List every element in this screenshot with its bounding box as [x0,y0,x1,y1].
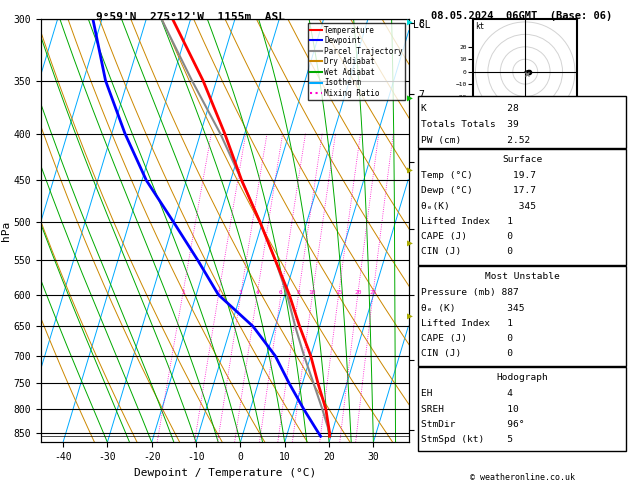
Legend: Temperature, Dewpoint, Parcel Trajectory, Dry Adiabat, Wet Adiabat, Isotherm, Mi: Temperature, Dewpoint, Parcel Trajectory… [308,23,405,100]
Text: EH             4: EH 4 [421,389,513,399]
Text: Hodograph: Hodograph [496,373,548,382]
Text: ▶: ▶ [407,311,413,321]
Text: Pressure (mb) 887: Pressure (mb) 887 [421,288,519,297]
Text: Most Unstable: Most Unstable [485,272,559,281]
Text: PW (cm)        2.52: PW (cm) 2.52 [421,136,531,145]
Text: CIN (J)        0: CIN (J) 0 [421,247,513,257]
Text: 10: 10 [309,290,316,295]
X-axis label: Dewpoint / Temperature (°C): Dewpoint / Temperature (°C) [134,468,316,478]
Text: K              28: K 28 [421,104,519,113]
Text: ▶: ▶ [407,165,413,175]
Text: Mixing Ratio (g/kg): Mixing Ratio (g/kg) [475,180,484,282]
Text: Lifted Index   1: Lifted Index 1 [421,319,513,328]
Text: 08.05.2024  06GMT  (Base: 06): 08.05.2024 06GMT (Base: 06) [431,11,613,21]
Text: © weatheronline.co.uk: © weatheronline.co.uk [470,473,574,482]
Text: StmDir         96°: StmDir 96° [421,420,525,429]
Text: Surface: Surface [502,155,542,164]
Text: θₑ (K)         345: θₑ (K) 345 [421,304,525,312]
Text: SREH           10: SREH 10 [421,405,519,414]
Y-axis label: hPa: hPa [1,221,11,241]
Text: LCL: LCL [413,20,431,31]
Text: kt: kt [476,22,485,31]
Text: CAPE (J)       0: CAPE (J) 0 [421,232,513,241]
Text: ▶: ▶ [407,92,413,102]
Text: 15: 15 [335,290,342,295]
Text: 6: 6 [279,290,283,295]
Text: StmSpd (kt)    5: StmSpd (kt) 5 [421,435,513,444]
Text: 3: 3 [239,290,243,295]
Text: 2: 2 [216,290,220,295]
Text: 4: 4 [255,290,259,295]
Text: Temp (°C)       19.7: Temp (°C) 19.7 [421,171,537,180]
Text: ▶: ▶ [407,17,413,27]
Text: 20: 20 [354,290,362,295]
Text: Lifted Index   1: Lifted Index 1 [421,217,513,226]
Text: CIN (J)        0: CIN (J) 0 [421,349,513,358]
Text: 8: 8 [297,290,301,295]
Text: 9°59'N  275°12'W  1155m  ASL: 9°59'N 275°12'W 1155m ASL [96,12,285,22]
Text: ▶: ▶ [407,238,413,248]
Text: 25: 25 [369,290,377,295]
Text: θₑ(K)            345: θₑ(K) 345 [421,202,537,211]
Text: Dewp (°C)       17.7: Dewp (°C) 17.7 [421,187,537,195]
Text: CAPE (J)       0: CAPE (J) 0 [421,334,513,343]
Text: Totals Totals  39: Totals Totals 39 [421,120,519,129]
Y-axis label: km
ASL: km ASL [441,231,459,252]
Text: 1: 1 [181,290,184,295]
